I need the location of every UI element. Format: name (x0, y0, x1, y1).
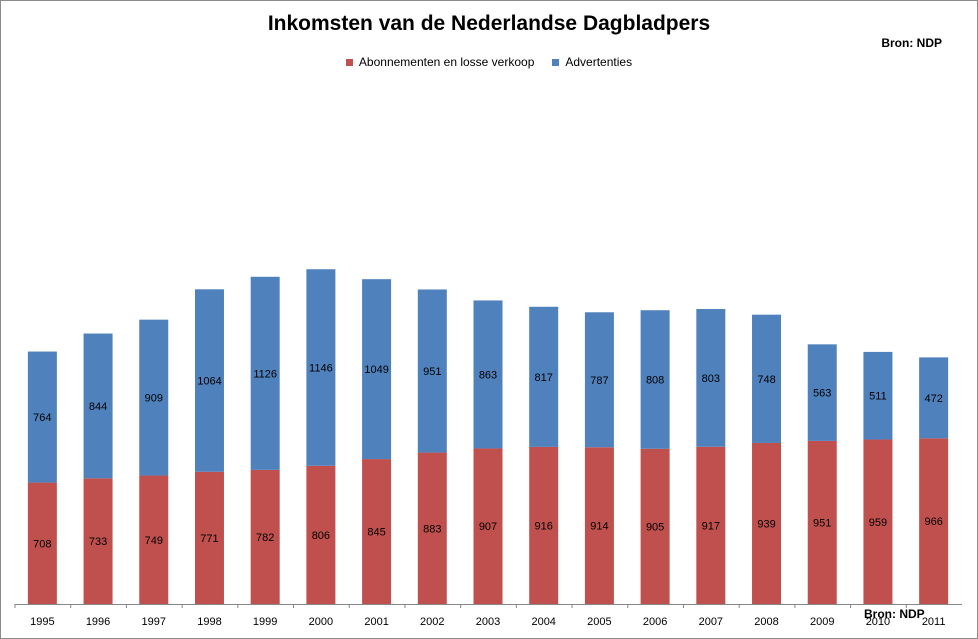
data-label-abonnementen-2005: 914 (590, 521, 608, 533)
data-label-abonnementen-2001: 845 (367, 527, 385, 539)
data-label-advertenties-2008: 748 (757, 374, 775, 386)
x-tick-label-2009: 2009 (810, 616, 834, 628)
bar-abonnementen-2002 (417, 452, 447, 604)
bar-advertenties-2004 (529, 306, 559, 447)
data-label-advertenties-2009: 563 (813, 388, 831, 400)
data-label-advertenties-2004: 817 (535, 372, 553, 384)
bar-advertenties-2003 (473, 300, 503, 449)
x-tick-label-2004: 2004 (531, 616, 555, 628)
data-label-advertenties-2002: 951 (423, 366, 441, 378)
x-tick-label-1998: 1998 (197, 616, 221, 628)
source-label-top: Bron: NDP (881, 36, 942, 50)
data-label-abonnementen-1997: 749 (145, 535, 163, 547)
data-label-advertenties-1998: 1064 (197, 376, 221, 388)
x-tick-label-2005: 2005 (587, 616, 611, 628)
bar-abonnementen-2007 (696, 446, 726, 604)
x-tick-label-2003: 2003 (476, 616, 500, 628)
data-label-advertenties-2005: 787 (590, 375, 608, 387)
data-label-abonnementen-2000: 806 (312, 530, 330, 542)
bar-advertenties-1996 (83, 333, 113, 479)
data-label-abonnementen-2006: 905 (646, 521, 664, 533)
legend-item-abonnementen: Abonnementen en losse verkoop (345, 55, 535, 69)
x-tick-label-2000: 2000 (309, 616, 333, 628)
bar-abonnementen-2000 (306, 465, 336, 604)
bar-advertenties-2000 (306, 269, 336, 466)
data-label-advertenties-2000: 1146 (309, 363, 333, 375)
bar-abonnementen-2001 (362, 459, 392, 604)
data-label-abonnementen-2004: 916 (535, 520, 553, 532)
bar-advertenties-2001 (362, 279, 392, 460)
x-tick-label-1999: 1999 (253, 616, 277, 628)
bar-abonnementen-2006 (640, 448, 670, 604)
bar-abonnementen-2009 (807, 440, 837, 604)
data-label-advertenties-1996: 844 (89, 401, 107, 413)
bar-abonnementen-1997 (139, 475, 169, 604)
x-tick-label-2008: 2008 (754, 616, 778, 628)
bar-abonnementen-2004 (529, 446, 559, 604)
bar-advertenties-2005 (584, 312, 614, 448)
data-label-abonnementen-2003: 907 (479, 521, 497, 533)
bar-advertenties-1995 (27, 351, 57, 483)
data-label-advertenties-2011: 472 (924, 393, 942, 405)
data-label-advertenties-2006: 808 (646, 375, 664, 387)
data-label-abonnementen-1998: 771 (200, 533, 218, 545)
bar-abonnementen-2003 (473, 448, 503, 604)
data-label-advertenties-2010: 511 (869, 391, 887, 403)
bar-advertenties-1998 (194, 289, 224, 472)
bar-advertenties-1997 (139, 319, 169, 476)
data-label-abonnementen-2011: 966 (924, 516, 942, 528)
data-label-abonnementen-1996: 733 (89, 536, 107, 548)
bar-abonnementen-2005 (584, 447, 614, 604)
legend-swatch-advertenties (552, 58, 560, 66)
data-label-abonnementen-2007: 917 (702, 520, 720, 532)
bar-advertenties-2010 (863, 351, 893, 440)
bar-advertenties-2002 (417, 289, 447, 453)
legend: Abonnementen en losse verkoop Advertenti… (0, 55, 978, 69)
data-label-advertenties-1999: 1126 (253, 368, 277, 380)
bar-advertenties-2008 (752, 314, 782, 443)
bar-advertenties-1999 (250, 276, 280, 470)
data-label-advertenties-2003: 863 (479, 369, 497, 381)
legend-swatch-abonnementen (345, 58, 353, 66)
data-label-abonnementen-1999: 782 (256, 532, 274, 544)
data-label-advertenties-1995: 764 (33, 412, 51, 424)
legend-label-abonnementen: Abonnementen en losse verkoop (358, 55, 535, 69)
source-label-bottom: Bron: NDP (864, 607, 925, 621)
x-tick-label-1995: 1995 (30, 616, 54, 628)
x-tick-label-1996: 1996 (86, 616, 110, 628)
data-label-abonnementen-2010: 959 (869, 517, 887, 529)
chart-title: Inkomsten van de Nederlandse Dagbladpers (267, 12, 711, 35)
bar-abonnementen-2011 (919, 438, 949, 604)
bar-abonnementen-2010 (863, 439, 893, 604)
data-label-advertenties-2007: 803 (702, 373, 720, 385)
x-tick-label-2001: 2001 (364, 616, 388, 628)
x-tick-label-2006: 2006 (643, 616, 667, 628)
data-label-abonnementen-1995: 708 (33, 538, 51, 550)
bar-advertenties-2011 (919, 357, 949, 439)
bar-advertenties-2006 (640, 310, 670, 449)
legend-label-advertenties: Advertenties (565, 55, 633, 69)
data-label-abonnementen-2009: 951 (813, 517, 831, 529)
bar-abonnementen-1996 (83, 478, 113, 604)
x-tick-label-1997: 1997 (142, 616, 166, 628)
data-label-abonnementen-2002: 883 (423, 523, 441, 535)
bar-abonnementen-1998 (194, 471, 224, 604)
bar-advertenties-2009 (807, 344, 837, 441)
x-tick-label-2010: 2010 (866, 616, 890, 628)
legend-item-advertenties: Advertenties (552, 55, 632, 69)
bar-abonnementen-1995 (27, 482, 57, 604)
x-tick-label-2002: 2002 (420, 616, 444, 628)
data-label-abonnementen-2008: 939 (757, 518, 775, 530)
data-label-advertenties-2001: 1049 (364, 364, 388, 376)
x-tick-label-2007: 2007 (699, 616, 723, 628)
bar-abonnementen-1999 (250, 469, 280, 604)
data-label-advertenties-1997: 909 (145, 393, 163, 405)
x-tick-label-2011: 2011 (922, 616, 946, 628)
bar-abonnementen-2008 (752, 442, 782, 604)
bar-advertenties-2007 (696, 309, 726, 447)
